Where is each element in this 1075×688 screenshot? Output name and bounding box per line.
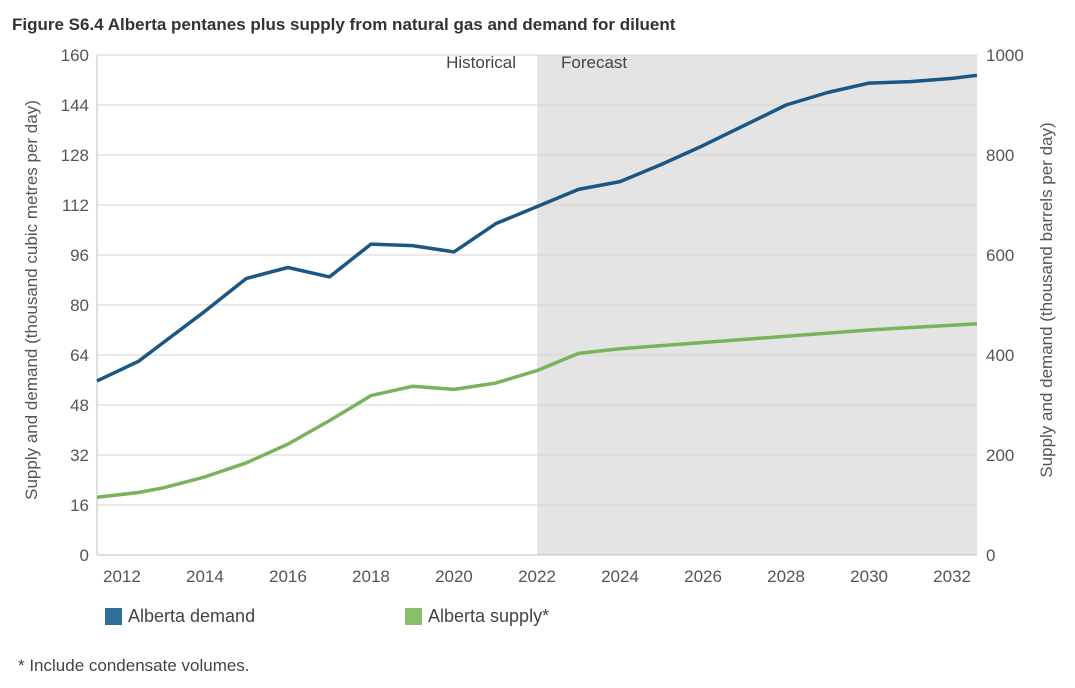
y-tick-left-48: 48: [70, 396, 89, 415]
line-chart: 0 16 32 48 64 80 96 112 128 144 160 0 200 400 600 800 10…: [22, 46, 1056, 586]
series-line-demand: [96, 73, 978, 383]
y-tick-left-0: 0: [80, 546, 89, 565]
y-tick-left-16: 16: [70, 496, 89, 515]
y-tick-left-96: 96: [70, 246, 89, 265]
forecast-label: Forecast: [561, 53, 627, 72]
y-tick-right-800: 800: [986, 146, 1014, 165]
x-tick-2016: 2016: [269, 567, 307, 586]
y-tick-left-128: 128: [61, 146, 89, 165]
legend-label-demand: Alberta demand: [128, 606, 256, 626]
x-tick-2026: 2026: [684, 567, 722, 586]
y-tick-right-400: 400: [986, 346, 1014, 365]
y-tick-right-0: 0: [986, 546, 995, 565]
x-tick-2012: 2012: [103, 567, 141, 586]
x-tick-2018: 2018: [352, 567, 390, 586]
legend-swatch-demand: [105, 608, 122, 625]
y-tick-left-32: 32: [70, 446, 89, 465]
footnote: * Include condensate volumes.: [18, 656, 250, 675]
x-tick-2024: 2024: [601, 567, 639, 586]
x-tick-2022: 2022: [518, 567, 556, 586]
historical-label: Historical: [446, 53, 516, 72]
y-tick-left-112: 112: [62, 196, 89, 215]
x-tick-2032: 2032: [933, 567, 971, 586]
legend-item-supply: Alberta supply*: [405, 606, 549, 627]
x-tick-2028: 2028: [767, 567, 805, 586]
y-axis-title-right: Supply and demand (thousand barrels per …: [1037, 122, 1056, 477]
chart-legend: Alberta demand Alberta supply*: [105, 606, 805, 630]
x-tick-2014: 2014: [186, 567, 224, 586]
legend-item-demand: Alberta demand: [105, 606, 255, 627]
y-axis-title-left: Supply and demand (thousand cubic metres…: [22, 100, 41, 500]
x-tick-2020: 2020: [435, 567, 473, 586]
series-line-supply: [96, 322, 978, 499]
y-tick-right-1000: 1000: [986, 46, 1024, 65]
y-tick-right-200: 200: [986, 446, 1014, 465]
figure-title: Figure S6.4 Alberta pentanes plus supply…: [12, 15, 676, 34]
y-tick-left-64: 64: [70, 346, 89, 365]
y-tick-right-600: 600: [986, 246, 1014, 265]
legend-swatch-supply: [405, 608, 422, 625]
y-tick-left-160: 160: [61, 46, 89, 65]
x-tick-2030: 2030: [850, 567, 888, 586]
legend-label-supply: Alberta supply*: [428, 606, 550, 626]
y-tick-left-80: 80: [70, 296, 89, 315]
y-tick-left-144: 144: [61, 96, 89, 115]
